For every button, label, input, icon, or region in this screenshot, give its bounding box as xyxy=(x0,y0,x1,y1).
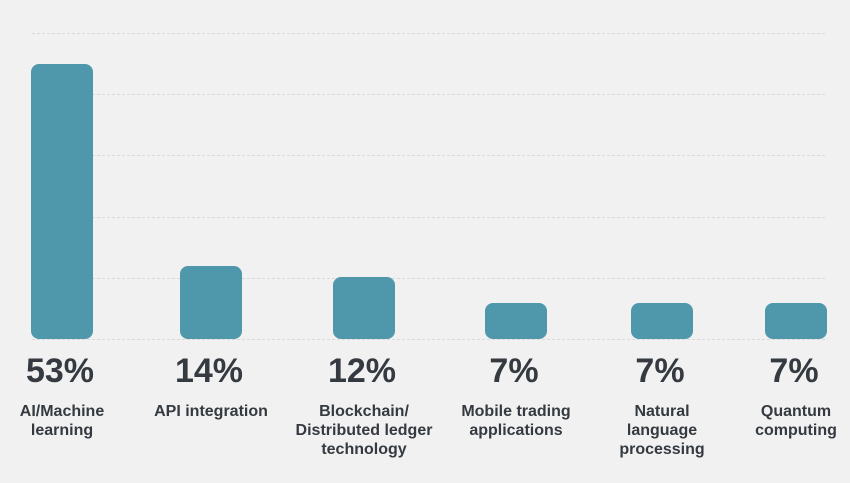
bar-value-label: 53% xyxy=(25,352,95,390)
bar-value-label: 12% xyxy=(327,352,397,390)
bar-value-label: 7% xyxy=(489,352,539,390)
gridline xyxy=(32,339,825,340)
bar-category-label: Blockchain/ Distributed ledger technolog… xyxy=(295,403,433,458)
bar-category-label: API integration xyxy=(154,403,268,420)
gridline xyxy=(32,94,825,96)
gridline xyxy=(32,277,825,279)
gridline xyxy=(32,216,825,218)
bar-category-label: Quantum computing xyxy=(755,403,837,439)
gridline xyxy=(32,155,825,157)
bar xyxy=(31,64,93,339)
gridline xyxy=(32,33,825,34)
bar-category-label: Natural language processing xyxy=(619,403,705,458)
bar xyxy=(333,277,395,339)
bar-value-label: 7% xyxy=(635,352,685,390)
bar-category-label: Mobile trading applications xyxy=(461,403,571,439)
bar xyxy=(485,303,547,339)
bar xyxy=(180,266,242,339)
bar xyxy=(765,303,827,339)
bar-value-label: 14% xyxy=(174,352,244,390)
bar xyxy=(631,303,693,339)
bar-category-label: AI/Machine learning xyxy=(19,403,105,439)
bar-value-label: 7% xyxy=(769,352,819,390)
